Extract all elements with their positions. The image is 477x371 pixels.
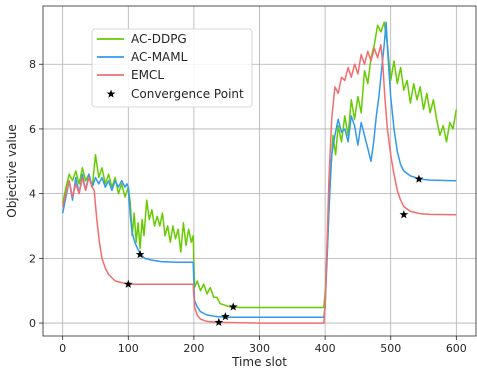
x-tick-label: 0 (59, 342, 66, 355)
legend-label-ac-ddpg: AC-DDPG (131, 32, 187, 46)
legend-label-ac-maml: AC-MAML (131, 50, 188, 64)
legend: AC-DDPG AC-MAML EMCL Convergence Point (91, 28, 253, 108)
x-tick-label: 400 (315, 342, 336, 355)
convergence-point-star (214, 317, 224, 327)
y-axis-ticks: 0 2 4 6 8 (29, 58, 43, 330)
convergence-point-star (221, 312, 230, 321)
x-tick-label: 100 (118, 342, 139, 355)
x-tick-label: 300 (249, 342, 270, 355)
x-tick-label: 500 (380, 342, 401, 355)
x-axis-ticks: 0 100 200 300 400 500 600 (59, 336, 467, 355)
series-lines (61, 21, 458, 324)
y-tick-label: 8 (29, 58, 36, 71)
convergence-point-star (399, 210, 409, 219)
legend-star-icon (106, 89, 116, 98)
convergence-point-star (414, 174, 424, 183)
series-line-emcl (61, 44, 457, 324)
series-line-ac-maml (61, 21, 457, 318)
convergence-point-star (135, 249, 145, 259)
y-tick-label: 4 (29, 188, 36, 201)
x-tick-label: 200 (183, 342, 204, 355)
legend-label-convergence-point: Convergence Point (131, 87, 244, 101)
series-line-ac-ddpg (61, 21, 458, 309)
convergence-point-star (228, 302, 238, 311)
y-tick-label: 6 (29, 123, 36, 136)
y-tick-label: 2 (29, 252, 36, 265)
x-axis-label: Time slot (231, 355, 287, 369)
convergence-markers (124, 174, 424, 327)
legend-label-emcl: EMCL (131, 68, 164, 82)
legend-box (91, 28, 253, 108)
convergence-point-star (124, 279, 133, 288)
y-axis-label: Objective value (5, 124, 19, 218)
x-tick-label: 600 (446, 342, 467, 355)
y-tick-label: 0 (29, 317, 36, 330)
